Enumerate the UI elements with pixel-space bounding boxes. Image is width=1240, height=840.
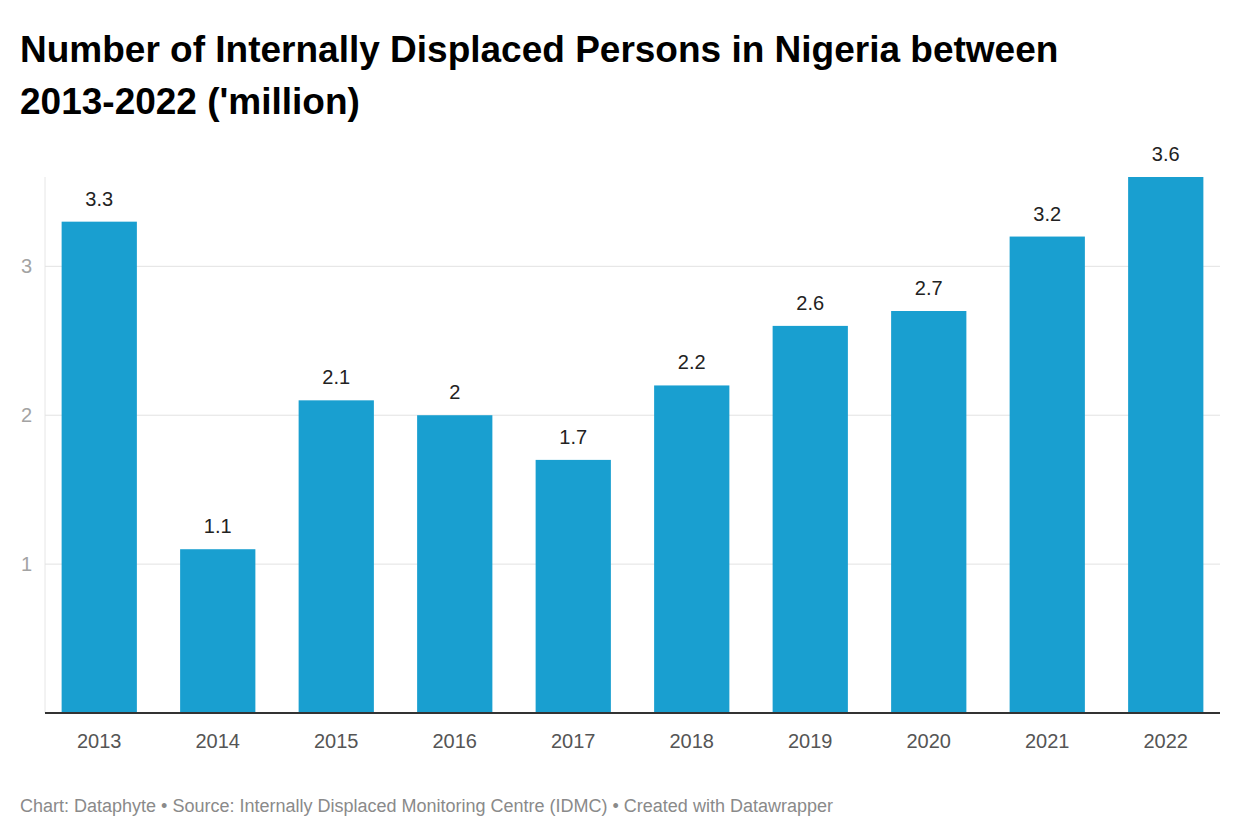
source: Chart: Dataphyte • Source: Internally Di… (20, 796, 833, 816)
bar (62, 222, 137, 713)
data-label: 3.3 (85, 188, 113, 210)
bar (299, 400, 374, 713)
bar (654, 385, 729, 713)
bar (773, 326, 848, 713)
data-label: 2 (449, 381, 460, 403)
chart: Number of Internally Displaced Persons i… (0, 0, 1240, 840)
x-tick-label: 2018 (670, 730, 715, 752)
title-line: Number of Internally Displaced Persons i… (20, 29, 1058, 70)
bars (62, 177, 1204, 713)
x-tick-label: 2014 (196, 730, 241, 752)
data-label: 2.1 (322, 366, 350, 388)
x-tick-label: 2015 (314, 730, 359, 752)
data-label: 1.7 (559, 426, 587, 448)
y-tick-label: 3 (21, 255, 32, 277)
x-tick-label: 2016 (433, 730, 478, 752)
y-tick-label: 1 (21, 553, 32, 575)
bar (180, 549, 255, 713)
y-tick-label: 2 (21, 404, 32, 426)
x-tick-label: 2021 (1025, 730, 1070, 752)
data-label: 2.6 (796, 292, 824, 314)
bar (417, 415, 492, 713)
title: Number of Internally Displaced Persons i… (20, 29, 1058, 122)
baseline (45, 712, 1220, 714)
data-label: 1.1 (204, 515, 232, 537)
title-line: 2013-2022 ('million) (20, 81, 360, 122)
x-tick-label: 2020 (907, 730, 952, 752)
data-label: 3.6 (1152, 143, 1180, 165)
x-tick-label: 2013 (77, 730, 122, 752)
data-label: 2.2 (678, 351, 706, 373)
x-tick-label: 2019 (788, 730, 833, 752)
bar (1010, 237, 1085, 713)
bar (536, 460, 611, 713)
bar (1128, 177, 1203, 713)
x-tick-label: 2022 (1144, 730, 1189, 752)
data-label: 3.2 (1033, 203, 1061, 225)
labels: 3.3 2013 1.1 2014 2.1 2015 2 2016 1.7 2017 2.2 2018… (77, 143, 1188, 752)
x-tick-label: 2017 (551, 730, 596, 752)
bar (891, 311, 966, 713)
y-axis-line (45, 177, 46, 713)
data-label: 2.7 (915, 277, 943, 299)
